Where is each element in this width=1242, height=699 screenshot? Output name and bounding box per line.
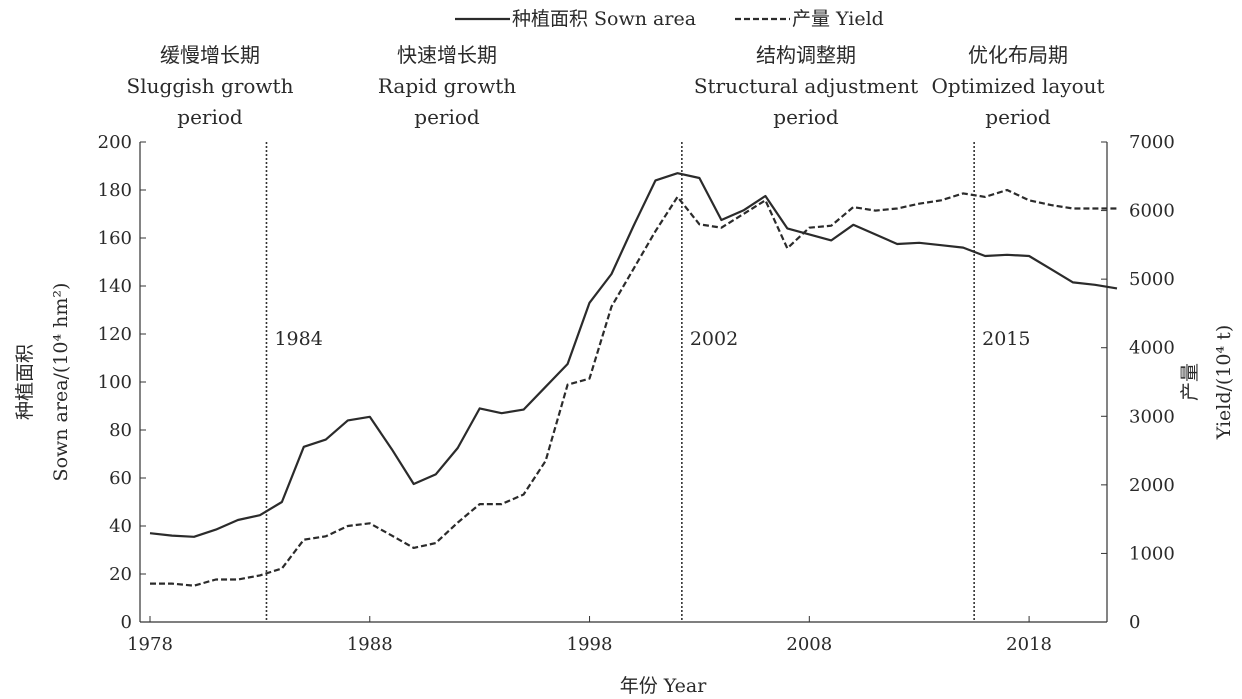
x-tick-label: 1988	[347, 634, 393, 655]
period-1-label-en-2: period	[177, 105, 243, 129]
period-marker-label: 2002	[690, 328, 738, 350]
x-tick-label: 2018	[1006, 634, 1052, 655]
left-tick-label: 160	[98, 228, 132, 249]
period-4-label-cn: 优化布局期	[968, 43, 1068, 67]
left-tick-label: 60	[109, 468, 132, 489]
right-tick-label: 5000	[1129, 269, 1175, 290]
right-tick-label: 7000	[1129, 132, 1175, 153]
period-marker-label: 1984	[274, 328, 322, 350]
left-axis-title-cn: 种植面积	[14, 344, 36, 420]
x-axis-title: 年份 Year	[620, 675, 708, 697]
left-tick-label: 0	[121, 612, 132, 633]
right-tick-label: 1000	[1129, 543, 1175, 564]
left-tick-label: 200	[98, 132, 132, 153]
right-tick-label: 2000	[1129, 475, 1175, 496]
right-tick-label: 4000	[1129, 338, 1175, 359]
period-markers: 1984 2002 2015	[265, 142, 1031, 622]
period-1-label-en-1: Sluggish growth	[127, 74, 294, 98]
x-tick-label: 1998	[567, 634, 613, 655]
period-3-label-cn: 结构调整期	[756, 43, 856, 67]
x-tick-label: 2008	[786, 634, 832, 655]
axes	[139, 142, 1108, 623]
left-axis-ticks: 0 20 40 60 80 100 120 140 160 180 200	[98, 132, 146, 633]
right-axis-ticks: 0 1000 2000 3000 4000 5000 6000 7000	[1101, 132, 1175, 633]
legend-label-sown-area: 种植面积 Sown area	[512, 8, 696, 30]
period-4-label-en-2: period	[985, 105, 1051, 129]
series-line-yield	[150, 188, 1117, 587]
left-tick-label: 180	[98, 180, 132, 201]
left-tick-label: 20	[109, 564, 132, 585]
period-3-label-en-2: period	[773, 105, 839, 129]
right-tick-label: 3000	[1129, 406, 1175, 427]
legend-label-yield: 产量 Yield	[792, 8, 884, 30]
period-marker-label: 2015	[982, 328, 1030, 350]
left-tick-label: 120	[98, 324, 132, 345]
period-labels: 缓慢增长期 Sluggish growth period 快速增长期 Rapid…	[127, 43, 1105, 129]
left-tick-label: 100	[98, 372, 132, 393]
right-axis-title-en: Yield/(10⁴ t)	[1213, 325, 1235, 440]
x-axis-ticks: 1978 1988 1998 2008 2018	[127, 616, 1052, 655]
right-axis-title-cn: 产量	[1179, 363, 1201, 401]
period-2-label-cn: 快速增长期	[397, 43, 497, 67]
axis-titles: 种植面积 Sown area/(10⁴ hm²) 产量 Yield/(10⁴ t…	[14, 283, 1235, 697]
series-lines	[149, 172, 1118, 587]
left-tick-label: 40	[109, 516, 132, 537]
legend: 种植面积 Sown area 产量 Yield	[455, 8, 884, 30]
series-line-sown-area	[149, 172, 1118, 538]
left-axis-title-en: Sown area/(10⁴ hm²)	[50, 283, 72, 482]
period-3-label-en-1: Structural adjustment	[694, 74, 918, 98]
period-1-label-cn: 缓慢增长期	[160, 43, 260, 67]
left-tick-label: 80	[109, 420, 132, 441]
period-2-label-en-2: period	[414, 105, 480, 129]
period-4-label-en-1: Optimized layout	[931, 74, 1104, 98]
right-tick-label: 6000	[1129, 201, 1175, 222]
x-tick-label: 1978	[127, 634, 173, 655]
right-tick-label: 0	[1129, 612, 1140, 633]
period-2-label-en-1: Rapid growth	[378, 74, 516, 98]
left-tick-label: 140	[98, 276, 132, 297]
